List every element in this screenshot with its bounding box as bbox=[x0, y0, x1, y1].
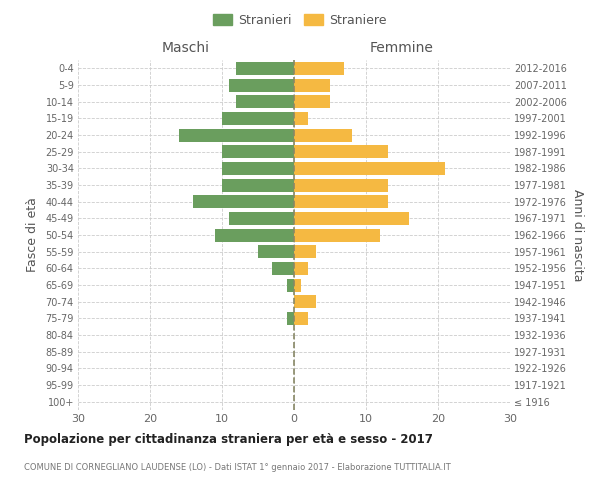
Text: COMUNE DI CORNEGLIANO LAUDENSE (LO) - Dati ISTAT 1° gennaio 2017 - Elaborazione : COMUNE DI CORNEGLIANO LAUDENSE (LO) - Da… bbox=[24, 462, 451, 471]
Bar bbox=[229, 78, 294, 92]
Bar bbox=[294, 78, 330, 92]
Bar bbox=[215, 228, 294, 241]
Bar bbox=[222, 145, 294, 158]
Bar bbox=[287, 312, 294, 325]
Bar bbox=[294, 62, 344, 75]
Text: Maschi: Maschi bbox=[162, 41, 210, 55]
Bar bbox=[294, 228, 380, 241]
Bar bbox=[294, 212, 409, 225]
Bar bbox=[222, 162, 294, 175]
Bar bbox=[294, 295, 316, 308]
Bar bbox=[294, 145, 388, 158]
Bar bbox=[294, 162, 445, 175]
Bar bbox=[179, 128, 294, 141]
Bar bbox=[294, 95, 330, 108]
Bar bbox=[258, 245, 294, 258]
Bar bbox=[272, 262, 294, 275]
Bar bbox=[294, 245, 316, 258]
Bar bbox=[294, 112, 308, 125]
Bar bbox=[222, 178, 294, 192]
Bar bbox=[193, 195, 294, 208]
Bar bbox=[236, 95, 294, 108]
Bar bbox=[294, 278, 301, 291]
Text: Femmine: Femmine bbox=[370, 41, 434, 55]
Bar bbox=[294, 195, 388, 208]
Y-axis label: Fasce di età: Fasce di età bbox=[26, 198, 38, 272]
Bar bbox=[294, 312, 308, 325]
Bar bbox=[294, 262, 308, 275]
Bar bbox=[222, 112, 294, 125]
Bar bbox=[236, 62, 294, 75]
Legend: Stranieri, Straniere: Stranieri, Straniere bbox=[208, 8, 392, 32]
Y-axis label: Anni di nascita: Anni di nascita bbox=[571, 188, 584, 281]
Bar bbox=[294, 128, 352, 141]
Text: Popolazione per cittadinanza straniera per età e sesso - 2017: Popolazione per cittadinanza straniera p… bbox=[24, 432, 433, 446]
Bar bbox=[229, 212, 294, 225]
Bar bbox=[294, 178, 388, 192]
Bar bbox=[287, 278, 294, 291]
